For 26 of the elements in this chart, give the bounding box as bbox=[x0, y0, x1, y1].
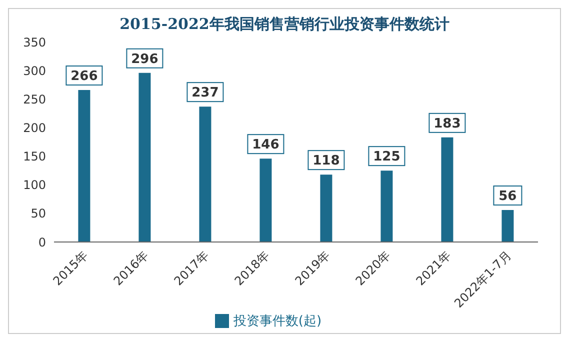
data-label: 146 bbox=[252, 138, 280, 153]
y-tick-label: 100 bbox=[23, 178, 46, 192]
data-label: 237 bbox=[192, 86, 219, 101]
y-tick-label: 200 bbox=[23, 120, 46, 135]
data-label: 266 bbox=[70, 69, 98, 84]
bar bbox=[502, 210, 514, 242]
y-tick-label: 300 bbox=[23, 64, 46, 78]
bar bbox=[78, 90, 90, 242]
legend-label: 投资事件数(起) bbox=[233, 314, 322, 329]
data-label: 125 bbox=[373, 150, 400, 165]
y-tick-label: 350 bbox=[23, 35, 46, 50]
data-label: 296 bbox=[131, 52, 158, 67]
chart-title: 2015-2022年我国销售营销行业投资事件数统计 bbox=[118, 15, 450, 34]
bar bbox=[199, 106, 212, 242]
data-label: 118 bbox=[312, 154, 340, 169]
y-tick-label: 250 bbox=[23, 92, 46, 106]
bar bbox=[441, 137, 454, 242]
bar bbox=[260, 158, 272, 242]
y-tick-label: 150 bbox=[23, 150, 46, 164]
bar bbox=[320, 174, 332, 242]
bar bbox=[380, 170, 393, 242]
y-tick-label: 50 bbox=[30, 206, 46, 221]
data-label: 56 bbox=[498, 189, 517, 204]
data-label: 183 bbox=[434, 116, 461, 132]
y-tick-label: 0 bbox=[38, 235, 46, 250]
bar bbox=[138, 72, 151, 242]
